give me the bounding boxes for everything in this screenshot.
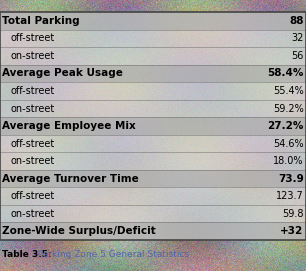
Bar — [0, 135, 306, 152]
Bar — [0, 152, 306, 170]
Text: Average Employee Mix: Average Employee Mix — [2, 121, 136, 131]
Bar — [0, 12, 306, 30]
Text: 54.6%: 54.6% — [273, 138, 304, 149]
Text: Parking Zone 5 General Statistics: Parking Zone 5 General Statistics — [32, 250, 188, 259]
Text: off-street: off-street — [11, 138, 55, 149]
Text: 27.2%: 27.2% — [267, 121, 304, 131]
Text: Total Parking: Total Parking — [2, 16, 80, 26]
Text: off-street: off-street — [11, 33, 55, 43]
Text: 88: 88 — [289, 16, 304, 26]
Text: off-street: off-street — [11, 191, 55, 201]
Text: 59.2%: 59.2% — [273, 104, 304, 114]
Bar — [0, 117, 306, 135]
Bar — [0, 30, 306, 47]
Text: 32: 32 — [291, 33, 304, 43]
Text: +32: +32 — [280, 226, 304, 236]
Text: 18.0%: 18.0% — [273, 156, 304, 166]
Text: 59.8: 59.8 — [282, 209, 304, 219]
Bar — [0, 47, 306, 65]
Text: Average Peak Usage: Average Peak Usage — [2, 69, 123, 79]
Bar — [0, 12, 306, 240]
Text: 123.7: 123.7 — [276, 191, 304, 201]
Bar — [0, 187, 306, 205]
Bar — [0, 205, 306, 222]
Text: on-street: on-street — [11, 156, 55, 166]
Text: 55.4%: 55.4% — [273, 86, 304, 96]
Bar — [0, 222, 306, 240]
Bar — [0, 100, 306, 117]
Text: Zone-Wide Surplus/Deficit: Zone-Wide Surplus/Deficit — [2, 226, 156, 236]
Text: Average Turnover Time: Average Turnover Time — [2, 173, 139, 183]
Text: 56: 56 — [291, 51, 304, 61]
Text: on-street: on-street — [11, 209, 55, 219]
Text: 73.9: 73.9 — [278, 173, 304, 183]
Bar — [0, 82, 306, 100]
Bar — [0, 170, 306, 187]
Text: on-street: on-street — [11, 51, 55, 61]
Text: 58.4%: 58.4% — [267, 69, 304, 79]
Text: on-street: on-street — [11, 104, 55, 114]
Text: off-street: off-street — [11, 86, 55, 96]
Bar — [0, 65, 306, 82]
Text: Table 3.5:: Table 3.5: — [2, 250, 52, 259]
